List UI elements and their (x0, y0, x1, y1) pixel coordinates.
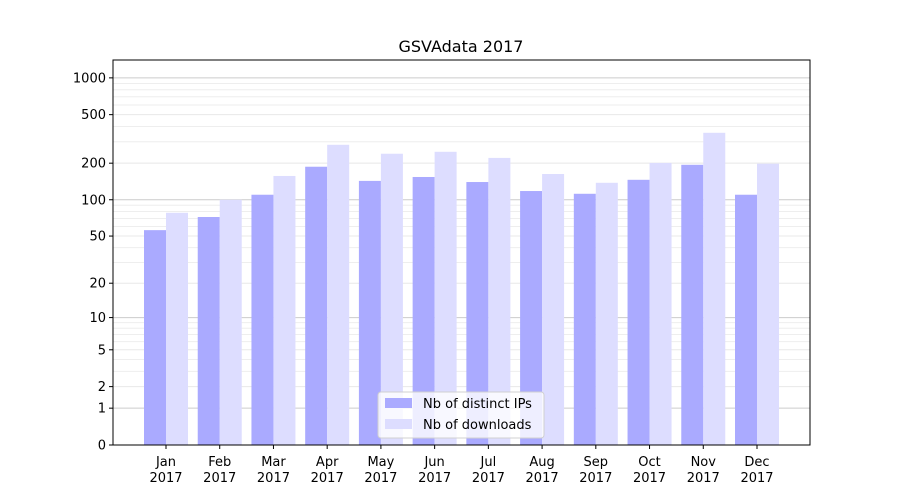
bar-ips (466, 182, 489, 445)
x-tick-label: 2017 (311, 471, 344, 486)
bar-ips (358, 180, 381, 446)
plot-frame (112, 59, 811, 446)
bar-ips (305, 166, 328, 445)
legend-box (377, 391, 545, 439)
x-tick-label: Jan (155, 455, 176, 470)
bar-ips (144, 230, 166, 445)
y-tick-label: 500 (81, 108, 106, 123)
x-tick-label: 2017 (633, 471, 666, 486)
x-tick-label: Apr (316, 455, 339, 470)
legend-label: Nb of distinct IPs (423, 397, 532, 412)
x-tick-label: Jul (480, 455, 497, 470)
bar-downloads (327, 144, 350, 445)
x-tick-label: 2017 (203, 471, 236, 486)
legend-label: Nb of downloads (423, 418, 532, 433)
x-tick-label: 2017 (149, 471, 182, 486)
x-tick-label: 2017 (526, 471, 559, 486)
bar-downloads (488, 157, 511, 446)
bar-downloads (649, 162, 672, 445)
x-tick-label: May (367, 455, 394, 470)
x-tick-label: 2017 (579, 471, 612, 486)
x-tick-label: 2017 (418, 471, 451, 486)
bar-ips (251, 194, 274, 445)
bar-ips (412, 176, 435, 445)
x-tick-label: 2017 (472, 471, 505, 486)
bar-downloads (166, 212, 188, 445)
legend-swatch (385, 398, 412, 408)
x-tick-label: Mar (261, 455, 286, 470)
bar-downloads (219, 199, 242, 445)
legend-swatch (385, 419, 412, 429)
bar-downloads (273, 175, 296, 445)
y-tick-label: 1 (98, 402, 106, 417)
y-tick-label: 200 (81, 157, 106, 172)
bar-downloads (380, 153, 403, 445)
bar-downloads (703, 132, 726, 445)
bar-downloads (757, 163, 779, 445)
bar-downloads (434, 151, 457, 445)
bar-ips (573, 193, 596, 445)
x-tick-label: 2017 (687, 471, 720, 486)
y-tick-label: 5 (98, 343, 106, 358)
bar-ips (627, 179, 650, 445)
x-tick-label: Oct (638, 455, 660, 470)
x-tick-label: Jun (423, 455, 444, 470)
chart-title: GSVAdata 2017 (399, 37, 524, 56)
bar-ips (197, 217, 220, 445)
bar-ips (735, 194, 757, 445)
x-tick-label: Aug (529, 455, 554, 470)
y-tick-label: 1000 (73, 71, 106, 86)
bar-downloads (542, 173, 565, 445)
y-tick-label: 100 (81, 193, 106, 208)
x-tick-label: Nov (691, 455, 717, 470)
x-tick-label: 2017 (257, 471, 290, 486)
x-tick-label: 2017 (740, 471, 773, 486)
y-tick-label: 2 (98, 380, 106, 395)
y-tick-label: 20 (89, 277, 106, 292)
x-tick-label: 2017 (364, 471, 397, 486)
y-tick-label: 0 (98, 439, 106, 454)
y-tick-label: 50 (89, 230, 106, 245)
y-tick-label: 10 (89, 311, 106, 326)
bar-ips (520, 191, 543, 445)
x-tick-label: Sep (584, 455, 609, 470)
bar-downloads (595, 182, 618, 445)
x-tick-label: Feb (208, 455, 231, 470)
bar-ips (681, 164, 704, 445)
x-tick-label: Dec (744, 455, 769, 470)
